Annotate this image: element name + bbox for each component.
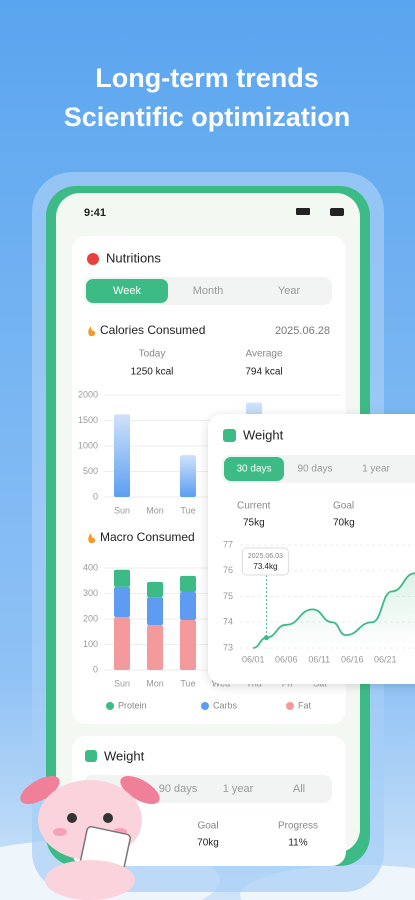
x-tick-label: Sun — [114, 505, 130, 515]
apple-icon — [87, 253, 99, 265]
card-title: Weight — [243, 427, 284, 442]
bar-segment — [147, 582, 163, 598]
tab[interactable]: 1 year — [362, 464, 390, 475]
mascot-eye — [67, 813, 77, 823]
x-tick-label: Tue — [180, 505, 195, 515]
y-tick-label: 74 — [223, 617, 233, 627]
stat-label: Progress — [278, 821, 318, 832]
tab-selected[interactable] — [86, 279, 168, 303]
flame-icon — [88, 533, 96, 543]
line-area — [253, 573, 415, 648]
status-time: 9:41 — [84, 207, 106, 219]
legend-swatch — [201, 702, 209, 710]
stat-value: 11% — [288, 838, 307, 849]
y-tick-label: 200 — [83, 613, 98, 623]
bar-segment — [180, 575, 196, 592]
tab[interactable]: 90 days — [159, 783, 198, 795]
headline: Scientific optimization — [64, 102, 351, 132]
x-tick-label: Sun — [114, 678, 130, 688]
stat-value: 70kg — [333, 518, 355, 529]
tab[interactable]: 90 days — [297, 464, 332, 475]
stat-value: 70kg — [197, 838, 219, 849]
flame-icon — [88, 326, 96, 336]
section-title: Calories Consumed — [100, 323, 205, 337]
bar-segment — [180, 620, 196, 670]
card-title: Nutritions — [106, 250, 161, 265]
x-tick-label: Mon — [146, 505, 164, 515]
point — [263, 635, 269, 641]
mascot-gill — [120, 776, 160, 804]
legend-label: Carbs — [213, 700, 238, 710]
stat-value: 75kg — [243, 518, 265, 529]
y-tick-label: 73 — [223, 642, 233, 652]
date: 2025.06.28 — [275, 325, 330, 337]
x-tick-label: 06/01 — [242, 654, 265, 664]
tooltip-value: 73.4kg — [253, 562, 277, 571]
x-tick-label: Tue — [180, 678, 195, 688]
mascot-body — [45, 860, 135, 900]
bar-segment — [114, 569, 130, 587]
bar-segment — [180, 591, 196, 621]
y-tick-label: 0 — [93, 664, 98, 674]
card-title: Weight — [104, 748, 145, 763]
y-tick-label: 1500 — [78, 415, 98, 425]
y-tick-label: 100 — [83, 639, 98, 649]
line — [253, 572, 415, 649]
stat-label: Today — [139, 349, 166, 360]
mascot-eye — [103, 813, 113, 823]
y-tick-label: 500 — [83, 466, 98, 476]
y-tick-label: 76 — [223, 565, 233, 575]
bar-segment — [147, 597, 163, 626]
tooltip — [241, 547, 289, 576]
weight-icon — [223, 429, 236, 442]
y-tick-label: 2000 — [78, 389, 98, 399]
y-tick-label: 77 — [223, 539, 233, 549]
x-tick-label: Mon — [146, 678, 164, 688]
stat-label: Goal — [333, 501, 354, 512]
legend-label: Protein — [118, 700, 147, 710]
stat-label: Current — [237, 501, 271, 512]
weight-icon — [85, 750, 97, 762]
stat-value: 1250 kcal — [131, 367, 174, 378]
tooltip-date: 2025.06.03 — [248, 553, 283, 560]
tab[interactable]: Month — [193, 285, 224, 297]
section-title: Macro Consumed — [100, 530, 195, 544]
stat-label: Average — [245, 349, 283, 360]
y-tick-label: 400 — [83, 562, 98, 572]
mascot-cheek — [53, 828, 67, 836]
x-tick-label: 06/11 — [308, 654, 330, 664]
tab[interactable]: Week — [113, 285, 141, 297]
stat-label: Goal — [197, 821, 218, 832]
tab[interactable]: 1 year — [223, 783, 254, 795]
x-tick-label: 06/06 — [275, 654, 298, 664]
x-tick-label: 06/16 — [341, 654, 364, 664]
bar-segment — [147, 625, 163, 670]
bar-segment — [114, 586, 130, 617]
battery-icon — [330, 208, 344, 216]
bar — [180, 455, 196, 497]
y-tick-label: 1000 — [78, 440, 98, 450]
mascot — [20, 776, 160, 900]
legend-swatch — [106, 702, 114, 710]
tab[interactable]: All — [293, 783, 305, 795]
stat-value: 794 kcal — [245, 367, 282, 378]
x-tick-label: 06/21 — [374, 654, 397, 664]
legend-swatch — [286, 702, 294, 710]
tab[interactable]: Year — [278, 285, 301, 297]
headline: Long-term trends — [95, 63, 319, 93]
mascot-gill — [20, 776, 60, 804]
tab-selected[interactable] — [224, 457, 284, 481]
y-tick-label: 300 — [83, 588, 98, 598]
signal-icon — [296, 208, 310, 215]
bar-segment — [114, 616, 130, 670]
tab[interactable]: 30 days — [236, 464, 271, 475]
legend-label: Fat — [298, 700, 312, 710]
y-tick-label: 0 — [93, 491, 98, 501]
y-tick-label: 75 — [223, 591, 233, 601]
bar — [114, 414, 130, 497]
